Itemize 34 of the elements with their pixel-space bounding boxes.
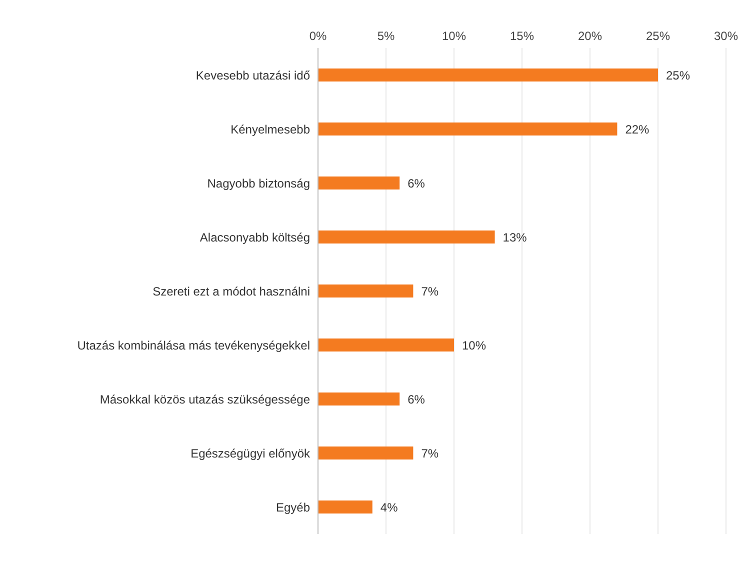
bar [318,284,414,298]
bar [318,338,454,352]
x-tick-label: 5% [377,29,395,43]
y-tick-label: Egészségügyi előnyök [190,446,311,460]
x-tick-label: 20% [578,29,602,43]
bar [318,392,400,406]
x-tick-label: 0% [309,29,327,43]
data-label: 7% [421,284,439,298]
y-tick-label: Utazás kombinálása más tevékenységekkel [77,338,310,352]
data-label: 6% [408,176,426,190]
bar [318,122,618,136]
data-label: 4% [380,500,398,514]
y-tick-label: Kényelmesebb [230,122,310,136]
data-label: 6% [408,392,426,406]
data-label: 22% [625,122,650,136]
y-tick-label: Alacsonyabb költség [200,230,310,244]
data-label: 25% [666,68,690,82]
data-label: 13% [502,230,528,244]
data-label: 10% [462,338,486,352]
data-label: 7% [421,446,439,460]
y-tick-label: Nagyobb biztonság [207,176,310,190]
x-tick-label: 25% [646,29,670,43]
y-tick-label: Másokkal közös utazás szükségessége [100,392,310,406]
bar [318,68,658,82]
x-tick-label: 15% [510,29,534,43]
bar [318,230,495,244]
x-tick-label: 30% [714,29,738,43]
y-tick-label: Kevesebb utazási idő [196,68,310,82]
y-tick-label: Szereti ezt a módot használni [152,284,310,298]
bar [318,176,400,190]
bar [318,500,372,514]
y-tick-label: Egyéb [276,500,310,514]
bar [318,446,414,460]
x-tick-label: 10% [442,29,466,43]
